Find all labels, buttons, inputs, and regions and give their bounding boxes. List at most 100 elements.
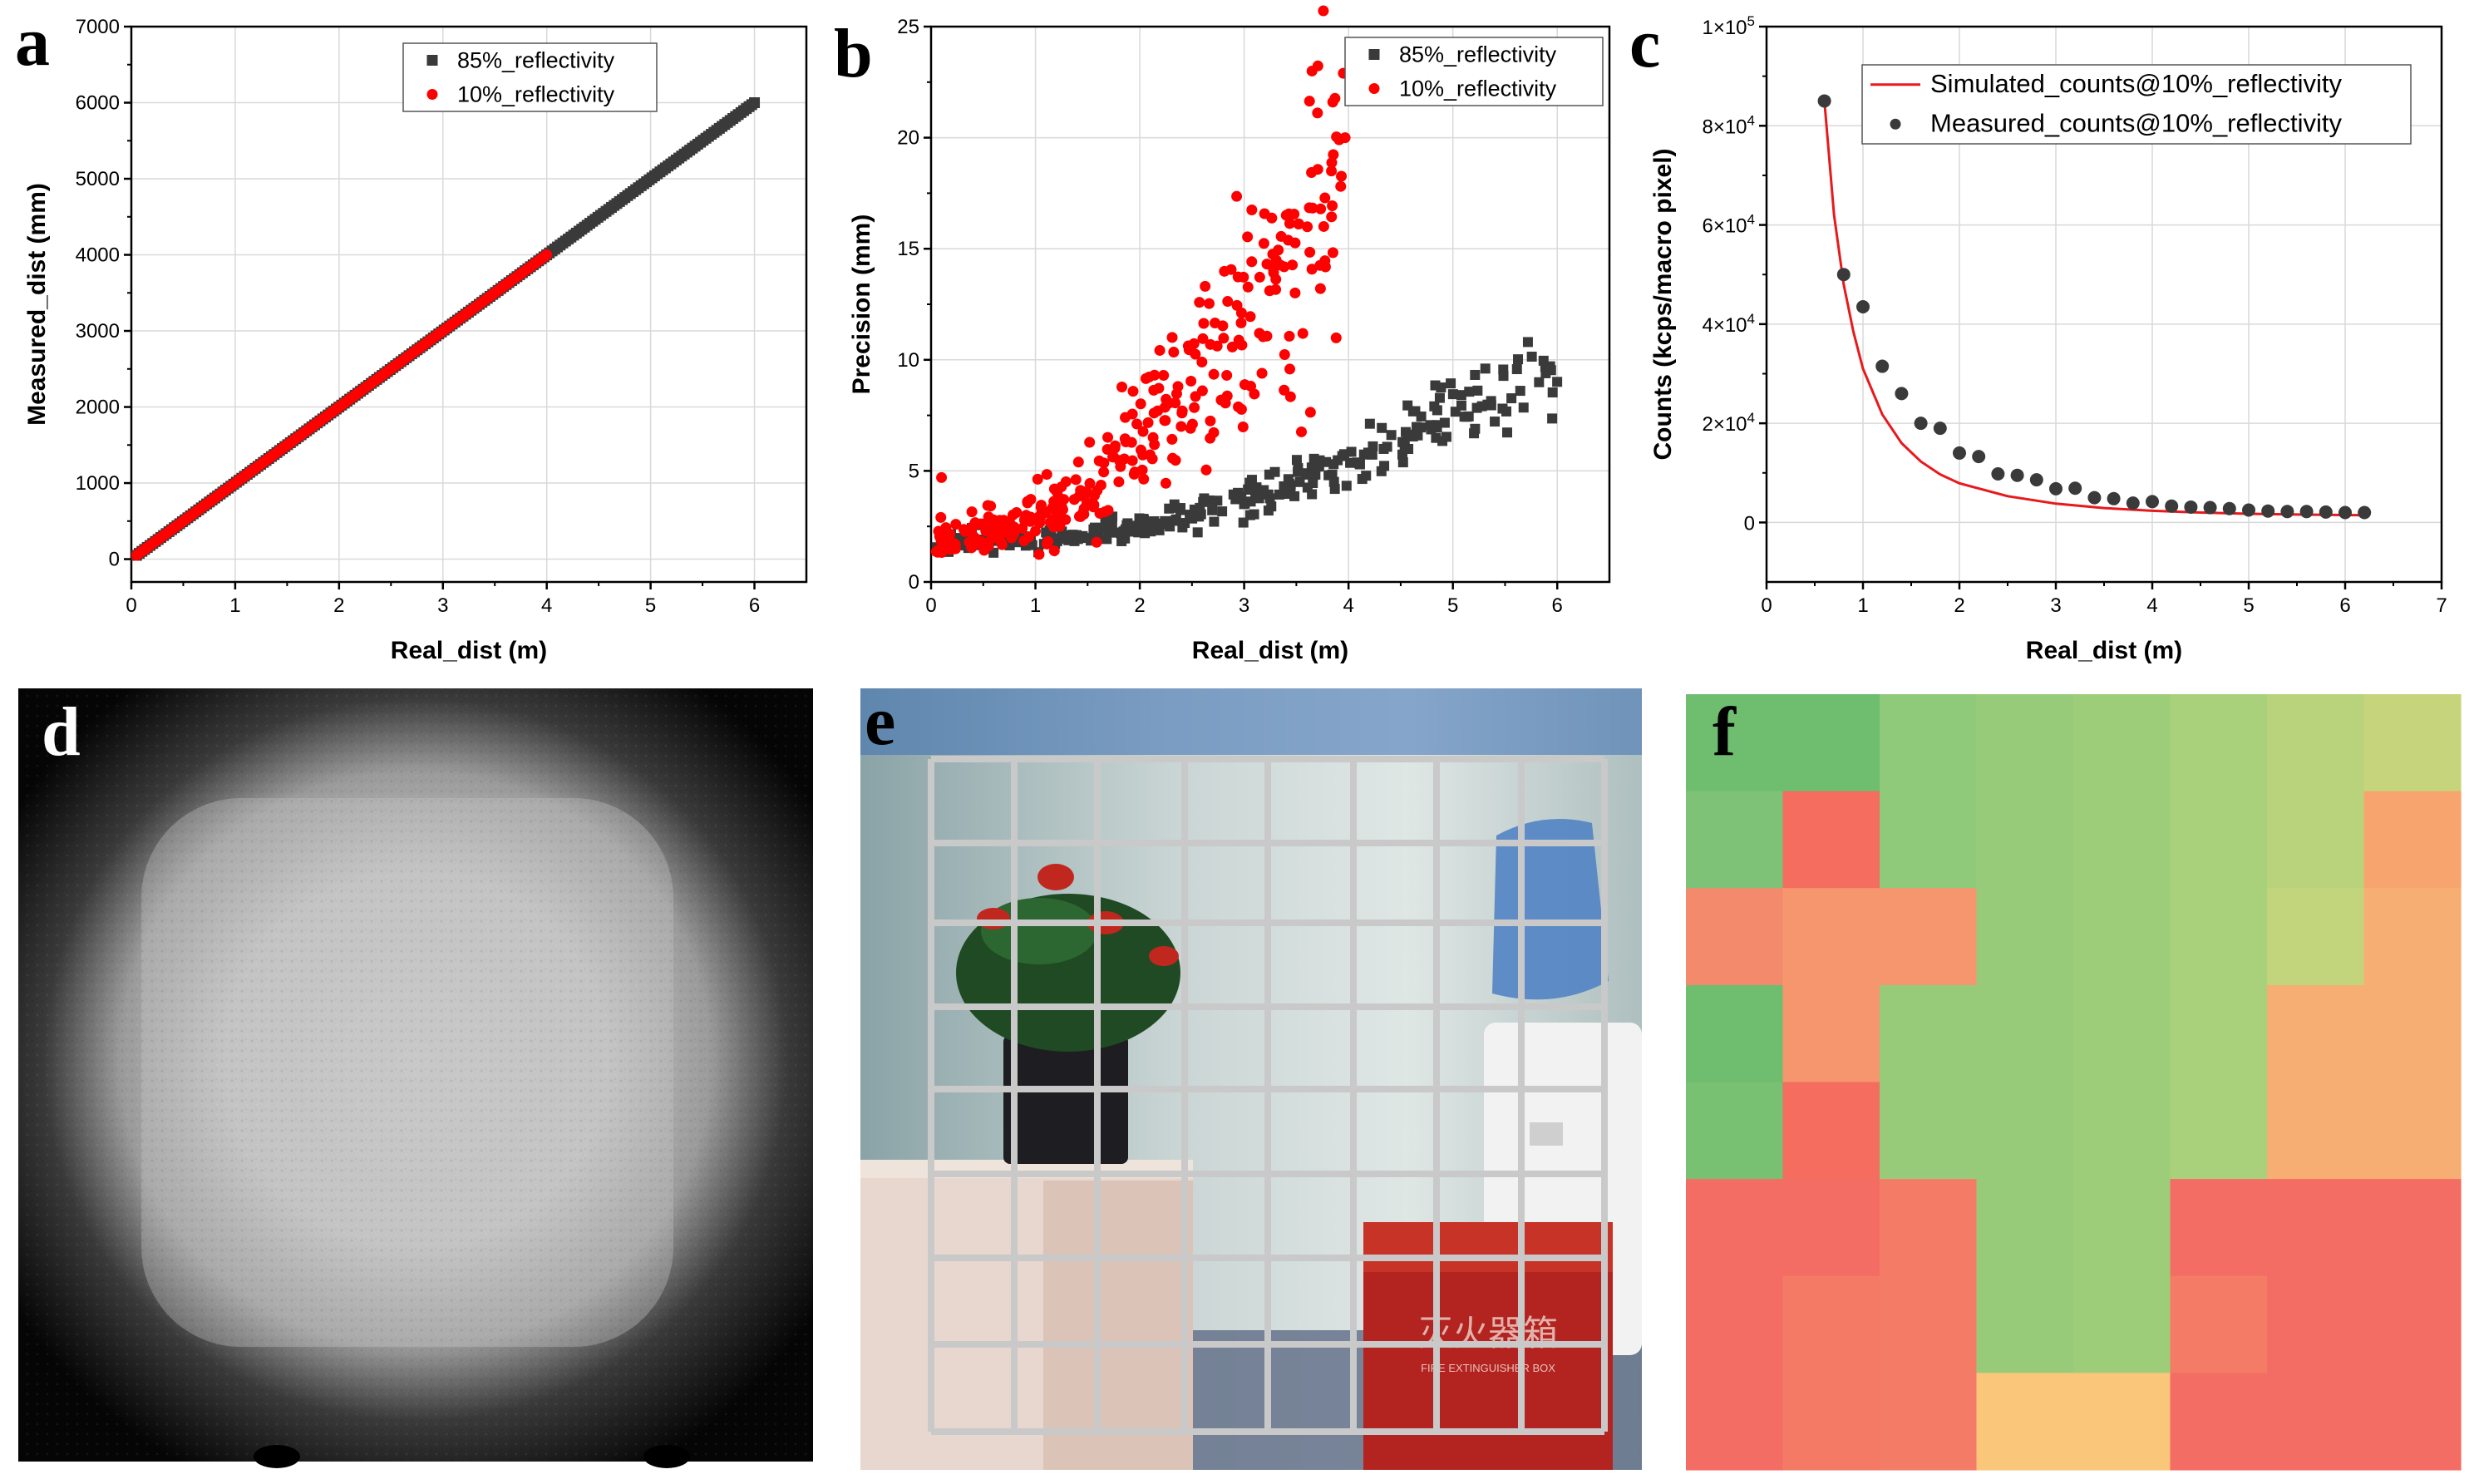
scene-plant-leaves xyxy=(981,898,1097,964)
point-85 xyxy=(1399,443,1410,454)
point-10 xyxy=(1197,333,1209,344)
x-tick-label: 4 xyxy=(541,594,552,617)
heatmap-cell xyxy=(1782,1179,1880,1277)
point-10 xyxy=(1194,297,1205,308)
point-10 xyxy=(1109,442,1121,454)
heatmap-cell xyxy=(2170,1275,2268,1373)
point-10 xyxy=(1204,298,1215,309)
panel-label-a: a xyxy=(15,3,50,81)
point-85 xyxy=(1470,369,1481,380)
heatmap-cell xyxy=(1880,791,1978,889)
heatmap-cell xyxy=(1880,1373,1978,1471)
measured-count-point xyxy=(2222,501,2236,515)
point-10 xyxy=(949,543,961,555)
point-85 xyxy=(1376,466,1387,476)
point-85 xyxy=(1547,387,1558,398)
point-10 xyxy=(983,511,994,523)
measured-count-point xyxy=(1972,450,1986,464)
heatmap-cell xyxy=(1782,984,1880,1083)
measured-count-point xyxy=(2319,505,2333,519)
point-10 xyxy=(1233,334,1244,346)
point-10 xyxy=(1219,265,1230,277)
point-85 xyxy=(1416,412,1427,422)
point-85 xyxy=(1447,389,1458,400)
sensor-image-noise xyxy=(18,688,813,1462)
x-tick-label: 0 xyxy=(126,594,136,617)
measured-count-point xyxy=(2261,504,2275,518)
point-85 xyxy=(1402,430,1413,441)
heatmap-cell xyxy=(2363,1373,2462,1471)
point-10 xyxy=(1127,386,1139,397)
point-10 xyxy=(1135,444,1146,456)
legend-label: Measured_counts@10%_reflectivity xyxy=(1930,108,2342,137)
x-tick-label: 5 xyxy=(645,594,656,617)
point-85 xyxy=(1545,365,1556,376)
point-85 xyxy=(1501,427,1512,438)
point-10 xyxy=(1098,457,1110,469)
heatmap-cell xyxy=(2363,1179,2462,1277)
point-85 xyxy=(1446,378,1456,389)
point-10 xyxy=(1144,449,1156,461)
heatmap-cell xyxy=(2267,888,2365,986)
point-10 xyxy=(1020,510,1032,521)
point-10 xyxy=(1190,391,1201,402)
measured-count-point xyxy=(2299,505,2314,519)
point-85 xyxy=(1547,413,1558,424)
point-85 xyxy=(1280,487,1291,498)
y-axis-label: Precision (mm) xyxy=(848,214,875,395)
point-85 xyxy=(1243,484,1254,495)
point-10 xyxy=(1335,180,1347,192)
point-85 xyxy=(1254,493,1264,504)
heatmap-cell xyxy=(1976,791,2074,889)
point-10 xyxy=(1246,256,1258,268)
heatmap-cell xyxy=(1782,1373,1880,1471)
point-10 xyxy=(1041,469,1052,481)
point-10 xyxy=(1198,318,1210,329)
x-tick-label: 3 xyxy=(1239,594,1249,617)
point-10 xyxy=(1056,481,1067,493)
point-10 xyxy=(1270,254,1282,266)
point-10 xyxy=(1221,390,1233,402)
point-85 xyxy=(1061,533,1072,544)
point-10 xyxy=(963,536,975,548)
point-85 xyxy=(1490,417,1501,427)
heatmap-cell xyxy=(1976,1275,2074,1373)
x-tick-label: 0 xyxy=(925,594,936,617)
panel-b: 0 1 2 3 4 5 6 0 5 10 15 20 25 Real_dist (m) Precision … xyxy=(834,5,1611,664)
heatmap-cell xyxy=(2267,1373,2365,1471)
point-10 xyxy=(1314,283,1326,294)
scene-flower xyxy=(1149,946,1179,966)
heatmap-cell xyxy=(1976,1373,2074,1471)
y-tick-exponent: 4 xyxy=(1747,311,1755,327)
point-85 xyxy=(1212,495,1223,506)
scene-water-tap xyxy=(1530,1122,1563,1146)
point-10 xyxy=(1030,525,1042,537)
point-10 xyxy=(1126,455,1138,466)
point-10 xyxy=(1284,330,1295,342)
x-tick-label: 6 xyxy=(749,594,760,617)
point-85 xyxy=(1407,406,1418,417)
heatmap-cell xyxy=(2073,1275,2171,1373)
point-10 xyxy=(1336,170,1348,182)
point-85 xyxy=(1209,516,1220,527)
point-85 xyxy=(1397,457,1408,468)
point-85 xyxy=(1169,515,1180,526)
point-85 xyxy=(1069,535,1080,546)
point-85 xyxy=(1310,469,1321,480)
heatmap-cell xyxy=(1880,1275,1978,1373)
point-10 xyxy=(1331,131,1343,143)
point-10 xyxy=(1284,363,1296,375)
legend-marker xyxy=(1890,118,1901,130)
point-10 xyxy=(1328,149,1339,160)
point-10 xyxy=(1018,535,1030,546)
point-10 xyxy=(1221,369,1233,381)
point-10 xyxy=(1326,157,1338,169)
point-85 xyxy=(1441,431,1451,442)
point-10 xyxy=(1279,349,1290,361)
legend-label: 85%_reflectivity xyxy=(457,48,615,73)
point-85 xyxy=(1480,363,1491,374)
point-10 xyxy=(1166,332,1178,343)
point-10 xyxy=(1153,382,1165,394)
panel-e: 灭火器箱 FIRE EXTINGUISHER BOX e xyxy=(860,683,1642,1470)
sensor-image-dark-spot xyxy=(643,1445,690,1468)
